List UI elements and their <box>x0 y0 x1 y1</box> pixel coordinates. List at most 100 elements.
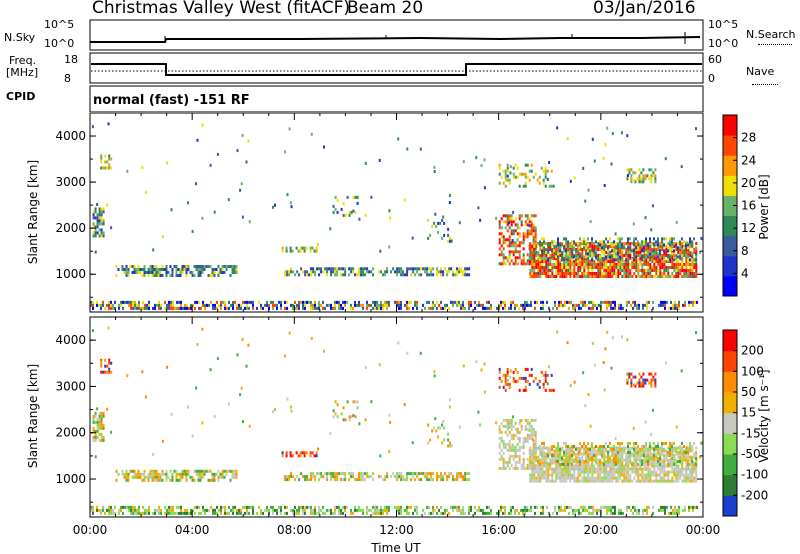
echo-cell <box>611 454 613 457</box>
echo-cell <box>389 420 392 424</box>
echo-cell <box>139 268 142 271</box>
echo-cell <box>508 457 511 461</box>
echo-cell <box>673 463 675 466</box>
echo-cell <box>695 242 698 245</box>
echo-cell <box>632 511 634 515</box>
echo-cell <box>587 458 590 462</box>
echo-cell <box>685 464 688 468</box>
echo-cell <box>201 123 204 127</box>
echo-cell <box>534 439 537 443</box>
echo-cell <box>631 446 634 450</box>
echo-cell <box>675 476 678 480</box>
echo-cell <box>432 511 434 515</box>
echo-cell <box>677 251 680 254</box>
echo-cell <box>429 438 432 442</box>
echo-cell <box>571 240 573 244</box>
echo-cell <box>388 303 390 307</box>
echo-cell <box>606 511 608 515</box>
echo-cell <box>593 251 596 254</box>
echo-cell <box>444 303 446 307</box>
echo-cell <box>161 478 164 482</box>
echo-cell <box>561 467 564 471</box>
echo-cell <box>554 508 556 512</box>
echo-cell <box>506 370 509 374</box>
echo-cell <box>607 461 610 465</box>
echo-cell <box>165 265 168 268</box>
echo-cell <box>376 508 378 512</box>
echo-cell <box>522 259 525 263</box>
echo-cell <box>490 306 492 310</box>
echo-cell <box>615 242 618 245</box>
echo-cell <box>530 226 533 230</box>
echo-cell <box>601 240 603 244</box>
echo-cell <box>623 246 625 250</box>
echo-cell <box>179 271 182 274</box>
echo-cell <box>195 472 198 476</box>
echo-cell <box>518 421 521 425</box>
echo-cell <box>447 444 450 448</box>
echo-cell <box>602 361 605 364</box>
echo-cell <box>531 461 534 465</box>
echo-cell <box>585 275 588 278</box>
echo-cell <box>563 260 566 263</box>
echo-cell <box>526 259 529 263</box>
echo-cell <box>644 177 647 181</box>
echo-cell <box>224 511 226 515</box>
echo-cell <box>94 216 97 220</box>
echo-cell <box>464 270 467 274</box>
echo-cell <box>151 478 154 482</box>
echo-cell <box>529 251 532 254</box>
echo-cell <box>638 511 640 515</box>
echo-cell <box>578 246 581 250</box>
echo-cell <box>603 470 606 474</box>
echo-cell <box>615 266 618 269</box>
nsky-panel-frame <box>89 19 704 51</box>
echo-cell <box>609 245 612 248</box>
echo-cell <box>197 265 200 268</box>
echo-cell <box>239 188 242 192</box>
echo-cell <box>462 511 464 515</box>
echo-cell <box>124 505 126 509</box>
echo-cell <box>675 452 678 456</box>
echo-cell <box>372 472 375 476</box>
echo-cell <box>94 420 97 424</box>
echo-cell <box>585 464 588 468</box>
echo-cell <box>565 467 568 471</box>
echo-cell <box>546 169 549 173</box>
echo-cell <box>191 434 194 438</box>
echo-cell <box>506 378 509 382</box>
echo-cell <box>689 470 692 474</box>
echo-cell <box>677 242 680 245</box>
echo-cell <box>526 505 528 509</box>
echo-cell <box>549 452 552 456</box>
echo-cell <box>619 263 622 266</box>
echo-cell <box>236 306 238 310</box>
echo-cell <box>508 442 511 446</box>
echo-cell <box>569 266 572 269</box>
echo-cell <box>502 505 504 509</box>
echo-cell <box>639 251 642 254</box>
echo-cell <box>262 306 264 310</box>
echo-cell <box>608 300 610 304</box>
echo-cell <box>535 449 538 453</box>
echo-cell <box>638 303 640 307</box>
echo-cell <box>151 475 154 479</box>
echo-cell <box>378 303 380 307</box>
echo-cell <box>569 242 572 245</box>
echo-cell <box>617 266 620 269</box>
echo-cell <box>100 414 103 418</box>
echo-cell <box>159 274 162 277</box>
echo-cell <box>533 479 536 483</box>
echo-cell <box>400 300 402 304</box>
echo-cell <box>360 508 362 512</box>
echo-cell <box>652 511 654 515</box>
echo-cell <box>586 508 588 512</box>
echo-cell <box>589 424 592 428</box>
echo-cell <box>161 235 164 239</box>
echo-cell <box>585 260 588 263</box>
echo-cell <box>547 251 550 254</box>
echo-cell <box>94 231 97 235</box>
echo-cell <box>386 505 388 509</box>
echo-cell <box>551 460 553 463</box>
echo-cell <box>573 460 575 463</box>
